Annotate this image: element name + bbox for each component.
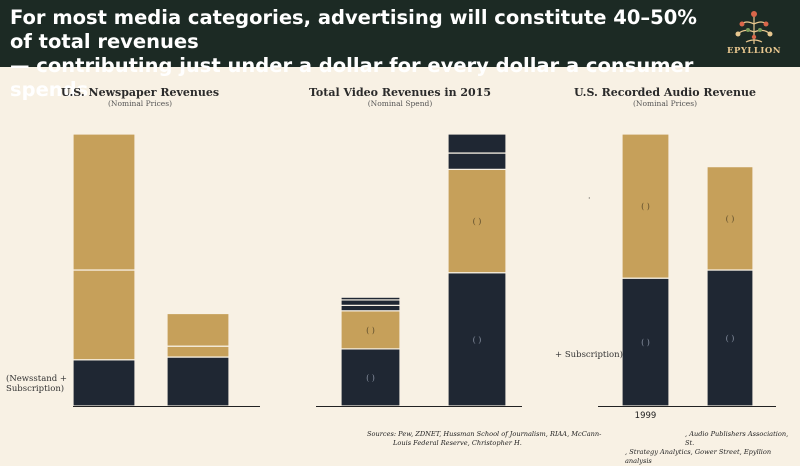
chart-2-bar-1-segment-1 xyxy=(340,348,401,407)
chart-1-title: U.S. Newspaper Revenues xyxy=(60,86,220,99)
newspaper-side-label-line-1: (Newsstand + xyxy=(6,374,68,384)
chart-2-bar-2-segment-2-label: ( ) xyxy=(473,217,482,226)
logo-text: EPYLLION xyxy=(726,46,782,56)
chart-2-bar-1-segment-5 xyxy=(340,296,401,301)
chart-3-bar-2-segment-1 xyxy=(706,269,754,407)
sources-right-line-1: , Audio Publishers Association, St. xyxy=(685,430,789,447)
chart-3-bar-1-segment-1 xyxy=(621,277,670,407)
chart-3-bar-1-segment-2-label: ( ) xyxy=(641,202,650,211)
sources-left-line-2: Louis Federal Reserve, Christopher H. xyxy=(393,439,522,447)
chart-1-bar-1-segment-3 xyxy=(72,133,136,271)
chart-3-category-label-1: 1999 xyxy=(635,411,657,421)
epyllion-logo-icon xyxy=(735,11,773,44)
chart-2-title: Total Video Revenues in 2015 xyxy=(308,86,492,99)
sources-left: Sources: Pew, ZDNET, Hussman School of J… xyxy=(367,430,607,448)
header-bar xyxy=(0,0,800,67)
chart-2-bar-2-segment-2 xyxy=(447,168,507,274)
newspaper-side-label: (Newsstand + Subscription) xyxy=(6,374,76,394)
page-title: For most media categories, advertising w… xyxy=(10,6,710,102)
chart-2-bar-1-segment-4 xyxy=(340,299,401,306)
title-line-2: — contributing just under a dollar for e… xyxy=(10,54,694,101)
chart-2-subtitle: (Nominal Spend) xyxy=(367,99,433,108)
sources-right-line-2: , Strategy Analytics, Gower Street, Epyl… xyxy=(625,448,772,465)
chart-3-bar-2-segment-2 xyxy=(706,166,754,271)
chart-1-subtitle: (Nominal Prices) xyxy=(107,99,173,108)
chart-2-bar-1-segment-2-label: ( ) xyxy=(366,326,375,335)
stray-dot: · xyxy=(588,194,591,203)
plots-canvas: ( ) ( ) ( ) ( ) ( ) ( ) ( ) ( ) 1999 xyxy=(72,133,776,421)
newspaper-side-label-line-2: Subscription) xyxy=(6,384,65,394)
chart-3-bar-2-segment-2-label: ( ) xyxy=(726,214,735,223)
chart-1-bar-1-segment-2 xyxy=(72,269,136,361)
chart-1-bar-2-segment-2 xyxy=(166,345,230,358)
chart-2-bar-2-segment-3 xyxy=(447,152,507,170)
chart-2-bar-2-segment-4 xyxy=(447,133,507,154)
audio-side-label: + Subscription) xyxy=(555,350,623,360)
chart-1-bar-2-segment-3 xyxy=(166,312,230,347)
chart-1-bar-1-segment-1 xyxy=(72,359,136,407)
title-line-1: For most media categories, advertising w… xyxy=(10,6,697,53)
chart-3-subtitle: (Nominal Prices) xyxy=(632,99,698,108)
chart-2-bar-2-segment-1 xyxy=(447,272,507,407)
sources-left-line-1: Sources: Pew, ZDNET, Hussman School of J… xyxy=(367,430,602,438)
chart-2-bar-1-segment-3 xyxy=(340,304,401,312)
chart-3-bar-2-segment-1-label: ( ) xyxy=(726,334,735,343)
chart-3-bar-1-segment-2 xyxy=(621,133,670,279)
chart-2-bar-1-segment-1-label: ( ) xyxy=(366,373,375,382)
chart-3-bar-1-segment-1-label: ( ) xyxy=(641,338,650,347)
chart-1-bar-2-segment-1 xyxy=(166,356,230,407)
chart-3-title: U.S. Recorded Audio Revenue xyxy=(574,86,756,99)
chart-2-bar-2-segment-1-label: ( ) xyxy=(473,335,482,344)
sources-right: , Audio Publishers Association, St. , St… xyxy=(625,430,797,466)
